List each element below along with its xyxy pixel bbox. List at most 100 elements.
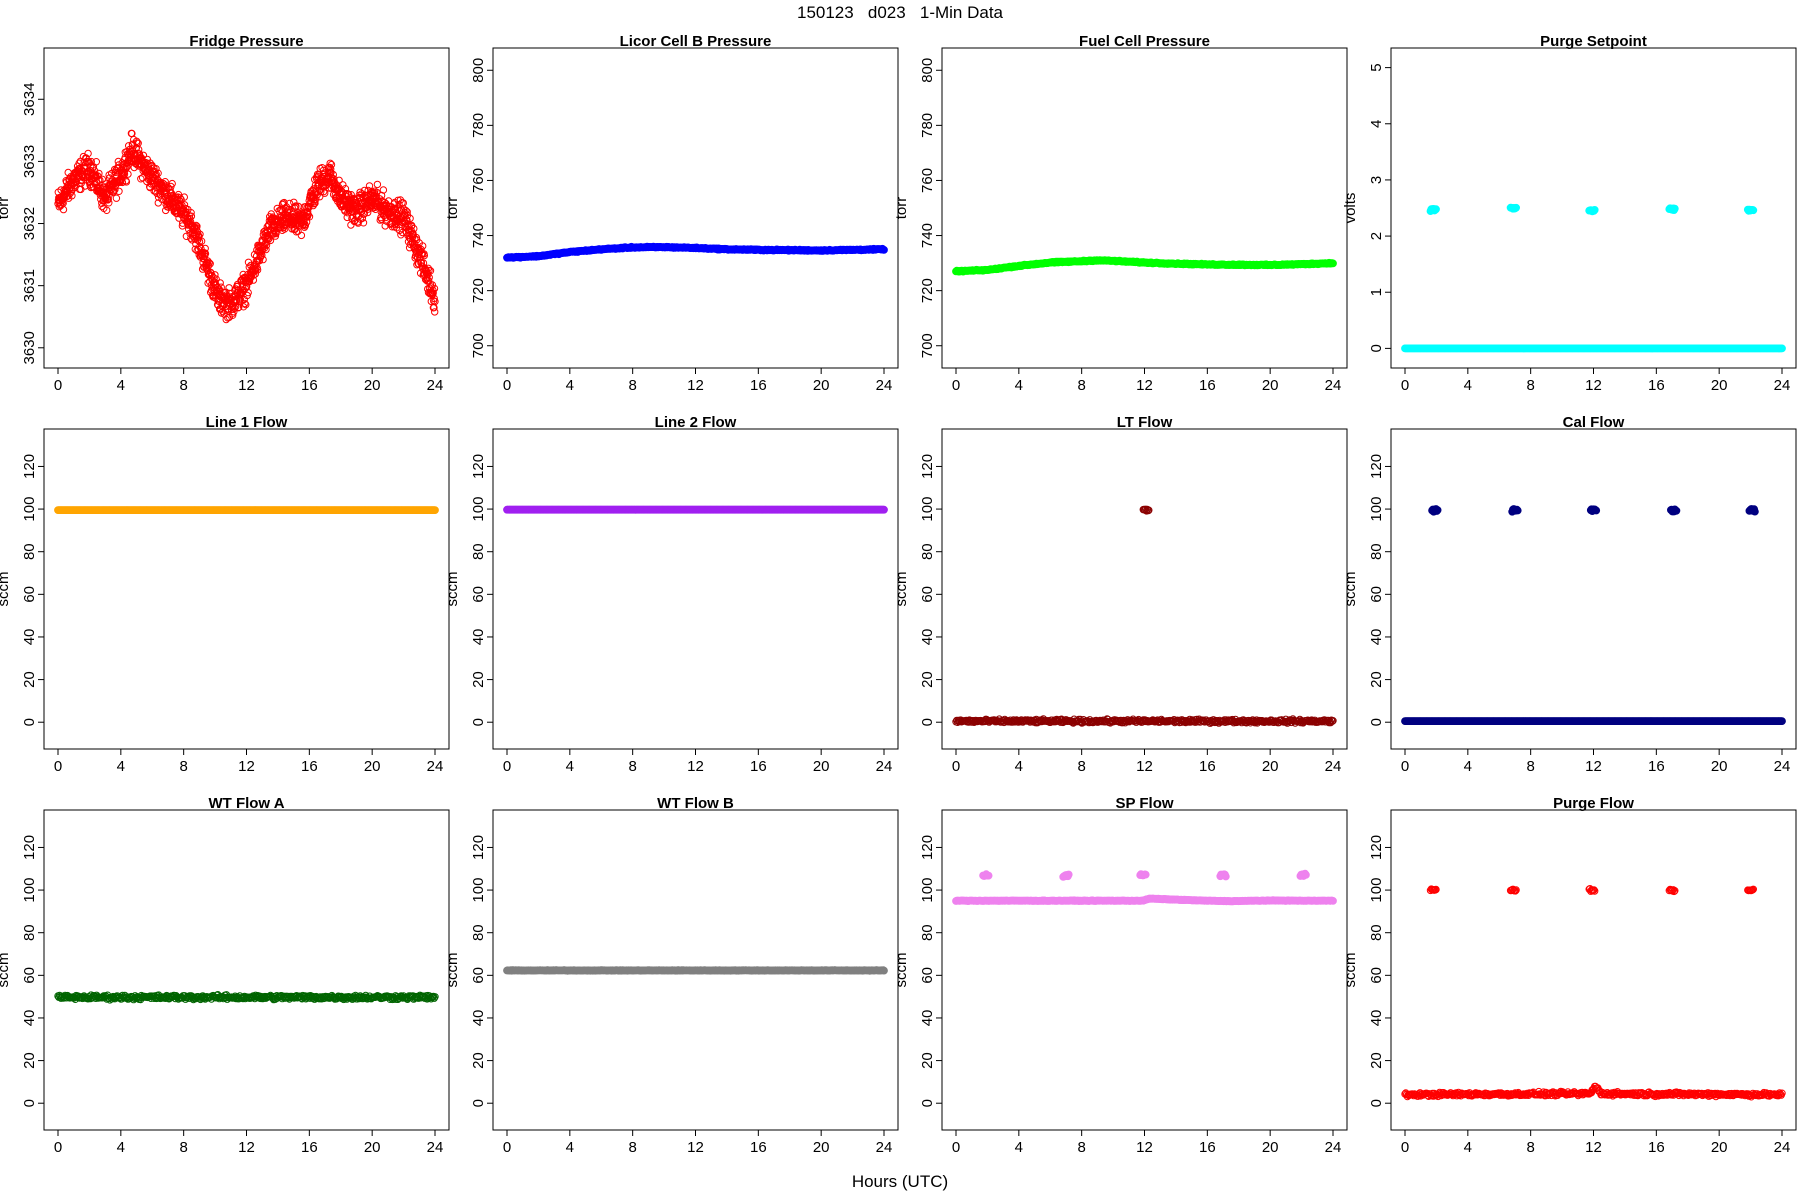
data-point: [105, 199, 113, 207]
y-tick-label: 2: [1368, 232, 1385, 240]
data-point: [225, 284, 233, 292]
x-tick-label: 20: [1711, 377, 1728, 394]
data-point: [196, 230, 204, 239]
data-point: [201, 244, 209, 253]
x-tick-label: 16: [1648, 377, 1665, 394]
y-tick-label: 100: [1368, 497, 1385, 522]
data-point: [98, 175, 107, 184]
y-tick-label: 80: [21, 543, 38, 560]
data-point: [112, 194, 121, 202]
y-tick-label: 120: [21, 454, 38, 479]
x-tick-label: 16: [750, 377, 767, 394]
y-tick-label: 720: [470, 278, 487, 303]
data-point: [205, 259, 213, 267]
y-tick-label: 60: [21, 586, 38, 603]
x-tick-label: 20: [1262, 377, 1279, 394]
x-tick-label: 8: [1526, 758, 1534, 775]
y-tick-label: 0: [1368, 718, 1385, 726]
y-tick-label: 740: [470, 223, 487, 248]
data-point: [285, 199, 294, 208]
x-tick-label: 4: [1015, 377, 1023, 394]
x-tick-label: 20: [364, 377, 381, 394]
data-point: [1670, 204, 1679, 213]
data-point: [266, 236, 275, 245]
data-point: [273, 204, 281, 213]
y-axis-label: sccm: [444, 572, 461, 607]
y-tick-label: 100: [470, 497, 487, 522]
x-tick-label: 4: [117, 377, 125, 394]
data-point: [880, 246, 888, 254]
data-point: [197, 237, 206, 245]
data-point: [186, 218, 195, 226]
x-tick-label: 12: [687, 758, 704, 775]
y-tick-label: 3631: [21, 269, 38, 302]
y-tick-label: 40: [919, 629, 936, 646]
y-axis-label: sccm: [893, 572, 910, 607]
data-point: [151, 187, 160, 195]
data-point: [262, 245, 270, 254]
data-point: [245, 277, 254, 286]
y-tick-label: 1: [1368, 288, 1385, 296]
data-point: [212, 275, 220, 283]
data-point: [320, 187, 328, 196]
data-point: [329, 170, 337, 179]
x-tick-label: 12: [1585, 377, 1602, 394]
y-tick-label: 5: [1368, 63, 1385, 71]
y-tick-label: 40: [470, 629, 487, 646]
x-tick-label: 24: [1774, 377, 1791, 394]
data-point: [84, 149, 92, 158]
x-tick-label: 20: [1262, 758, 1279, 775]
x-tick-label: 8: [628, 377, 636, 394]
x-tick-label: 0: [503, 758, 511, 775]
y-tick-label: 4: [1368, 120, 1385, 128]
x-tick-label: 8: [1077, 758, 1085, 775]
panel-title: Licor Cell B Pressure: [620, 33, 772, 50]
panel-title: Fridge Pressure: [189, 33, 303, 50]
data-point: [241, 299, 249, 308]
data-point: [111, 186, 119, 194]
x-tick-label: 24: [427, 377, 444, 394]
data-point: [193, 228, 202, 236]
data-point: [216, 279, 224, 287]
y-tick-label: 120: [470, 454, 487, 479]
y-tick-label: 3630: [21, 331, 38, 364]
data-point: [187, 212, 196, 220]
data-point: [253, 266, 262, 274]
x-tick-label: 16: [1199, 377, 1216, 394]
y-tick-label: 780: [919, 113, 936, 138]
x-tick-label: 12: [687, 377, 704, 394]
data-point: [244, 288, 252, 297]
data-point: [77, 176, 85, 185]
y-tick-label: 3634: [21, 83, 38, 116]
x-tick-label: 8: [628, 758, 636, 775]
data-point: [204, 261, 213, 270]
data-point: [115, 187, 123, 196]
y-tick-label: 60: [919, 586, 936, 603]
data-point: [280, 225, 289, 233]
y-tick-label: 740: [919, 223, 936, 248]
figure-suptitle: 150123 d023 1-Min Data: [797, 3, 1004, 22]
y-tick-label: 3632: [21, 207, 38, 240]
y-axis-label: torr: [893, 197, 910, 220]
x-tick-label: 4: [1015, 758, 1023, 775]
y-tick-label: 0: [470, 718, 487, 726]
data-point: [201, 249, 210, 258]
x-tick-label: 24: [1325, 758, 1342, 775]
data-point: [180, 201, 189, 209]
data-point: [59, 205, 68, 214]
data-point: [290, 204, 299, 212]
y-tick-label: 20: [21, 671, 38, 688]
data-point: [139, 151, 148, 160]
y-tick-label: 120: [919, 454, 936, 479]
y-tick-label: 80: [919, 543, 936, 560]
panel-title: LT Flow: [1117, 414, 1173, 431]
data-point: [1590, 206, 1599, 214]
x-tick-label: 16: [301, 758, 318, 775]
data-point: [302, 218, 311, 227]
data-point: [230, 304, 239, 312]
y-tick-label: 100: [919, 497, 936, 522]
data-point: [122, 178, 131, 186]
